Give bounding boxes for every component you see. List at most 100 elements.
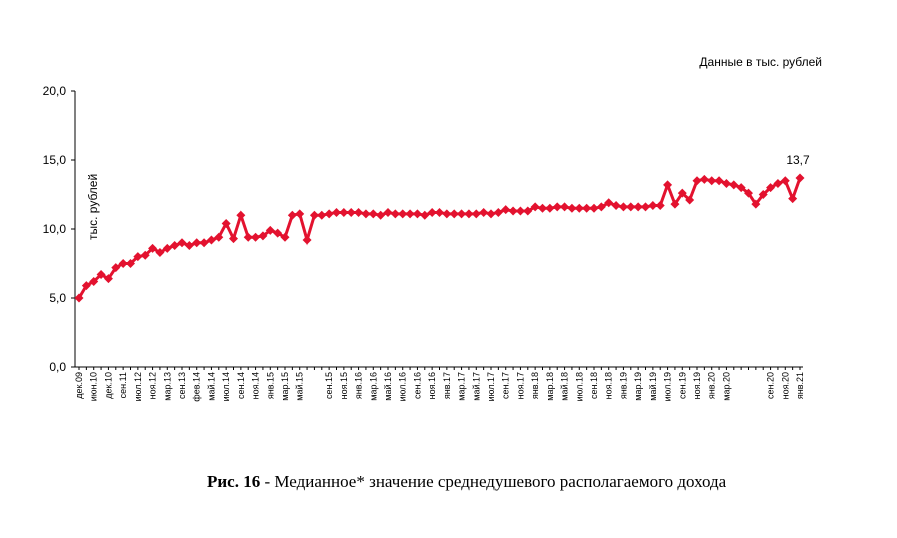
point-marker [457,209,467,219]
point-marker [574,203,584,213]
point-marker [567,203,577,213]
x-tick-label: мар.13 [162,372,172,401]
point-marker [280,232,290,242]
point-marker [648,201,658,211]
point-marker [773,178,783,188]
y-tick-label: 5,0 [49,291,66,305]
x-tick-label: сен.18 [589,372,599,399]
x-tick-label: сен.11 [118,372,128,398]
point-marker [530,202,540,212]
point-marker [486,209,496,219]
x-tick-label: сен.19 [677,372,687,399]
x-tick-label: ноя.15 [339,372,349,399]
point-marker [96,270,106,280]
point-marker [295,209,305,219]
units-note: Данные в тыс. рублей [699,55,822,69]
point-marker [707,176,717,186]
point-marker [214,232,224,242]
point-marker [552,202,562,212]
point-marker [699,174,709,184]
x-tick-label: июл.19 [663,372,673,401]
x-tick-label: сен.14 [236,372,246,399]
point-marker [596,202,606,212]
point-marker [192,238,202,248]
point-marker [560,202,570,212]
point-marker [206,235,216,245]
point-marker [611,201,621,211]
point-marker [633,202,643,212]
point-marker [758,190,768,199]
x-tick-label: ноя.12 [148,372,158,399]
point-marker [442,209,452,219]
x-tick-label: мар.20 [721,372,731,401]
x-tick-label: янв.18 [530,372,540,399]
point-marker [589,203,599,213]
x-tick-label: янв.19 [618,372,628,399]
x-tick-label: ноя.16 [427,372,437,399]
point-marker [766,183,776,193]
point-marker [368,209,378,219]
point-marker [346,207,356,217]
x-tick-label: сен.20 [766,372,776,399]
x-tick-label: ноя.14 [251,372,261,399]
point-marker [383,207,393,217]
point-marker [339,207,349,217]
x-tick-label: май.19 [648,372,658,401]
point-marker [655,201,665,211]
point-marker [184,241,194,251]
point-marker [508,206,518,216]
point-marker [398,209,408,219]
x-tick-label: дек.09 [74,372,84,399]
point-marker [81,281,91,291]
point-marker [361,209,371,219]
x-tick-label: июн.10 [89,372,99,401]
point-marker [177,238,187,248]
y-tick-label: 15,0 [43,153,67,167]
point-marker [479,207,489,217]
point-marker [795,173,805,183]
point-marker [464,209,474,219]
x-tick-label: май.17 [471,372,481,401]
point-marker [412,209,422,219]
point-marker [140,250,150,260]
x-tick-label: май.16 [383,372,393,401]
point-marker [641,202,650,212]
point-marker [251,232,261,242]
y-tick-label: 0,0 [49,360,66,374]
x-tick-label: сен.16 [412,372,422,399]
point-marker [309,210,319,220]
point-marker [243,232,253,242]
x-tick-label: июл.12 [133,372,143,401]
point-marker [118,259,128,268]
point-marker [744,188,753,198]
y-tick-label: 10,0 [43,222,67,236]
point-marker [199,238,209,248]
point-marker [780,176,790,186]
x-tick-label: янв.20 [707,372,717,399]
point-marker [265,225,275,235]
point-marker [126,259,135,268]
x-tick-label: сен.15 [324,372,334,399]
x-tick-label: июл.14 [221,372,231,401]
point-marker [170,241,180,251]
x-tick-label: июл.16 [398,372,408,401]
x-tick-label: мар.18 [545,372,555,401]
x-tick-label: янв.16 [354,372,364,399]
point-marker [427,207,437,217]
point-marker [582,203,592,213]
x-tick-label: сен.13 [177,372,187,399]
x-tick-label: янв.17 [442,372,452,399]
point-marker [324,209,334,219]
point-marker [471,209,481,219]
x-tick-label: июл.17 [486,372,496,401]
point-marker [721,178,731,188]
x-tick-label: фев.14 [192,372,202,402]
point-marker [663,180,673,190]
point-marker [273,228,283,238]
x-tick-label: дек.10 [103,372,113,399]
x-tick-label: май.18 [560,372,570,401]
point-marker [229,234,238,244]
x-tick-label: ноя.17 [515,372,525,399]
point-marker [376,210,386,220]
point-marker [287,210,297,220]
